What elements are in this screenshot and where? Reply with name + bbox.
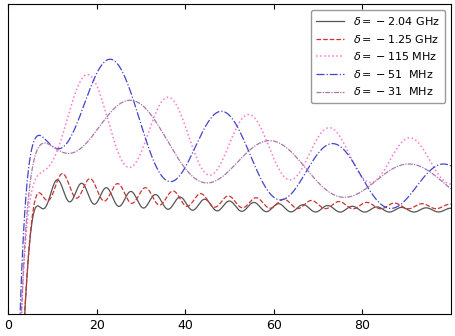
$\delta = -115$ MHz: [85, 73, 90, 77]
$\delta = -31$  MHz: [86, 138, 91, 142]
$\delta = -2.04$ GHz: [86, 194, 91, 198]
$\delta = -51$  MHz: [293, 186, 299, 190]
Line: $\delta = -31$  MHz: $\delta = -31$ MHz: [8, 100, 451, 336]
$\delta = -115$ MHz: [369, 180, 375, 184]
$\delta = -2.04$ GHz: [55, 178, 60, 182]
$\delta = -1.25$ GHz: [369, 203, 375, 207]
$\delta = -1.25$ GHz: [86, 177, 91, 181]
$\delta = -31$  MHz: [369, 182, 375, 186]
$\delta = -31$  MHz: [448, 187, 454, 191]
$\delta = -115$ MHz: [336, 132, 341, 136]
$\delta = -1.25$ GHz: [448, 202, 454, 206]
$\delta = -115$ MHz: [271, 156, 277, 160]
$\delta = -1.25$ GHz: [60, 172, 65, 176]
$\delta = -51$  MHz: [175, 176, 180, 180]
$\delta = -31$  MHz: [271, 139, 277, 143]
$\delta = -51$  MHz: [448, 164, 454, 168]
$\delta = -115$ MHz: [293, 175, 299, 179]
Line: $\delta = -51$  MHz: $\delta = -51$ MHz: [8, 59, 451, 336]
$\delta = -51$  MHz: [86, 91, 91, 95]
$\delta = -51$  MHz: [336, 143, 341, 148]
$\delta = -31$  MHz: [336, 195, 341, 199]
$\delta = -2.04$ GHz: [448, 206, 454, 210]
$\delta = -51$  MHz: [369, 192, 375, 196]
$\delta = -2.04$ GHz: [175, 197, 180, 201]
$\delta = -31$  MHz: [175, 155, 180, 159]
$\delta = -115$ MHz: [175, 104, 180, 109]
$\delta = -115$ MHz: [448, 182, 454, 186]
Line: $\delta = -1.25$ GHz: $\delta = -1.25$ GHz: [8, 174, 451, 336]
Legend: $\delta = -2.04$ GHz, $\delta = -1.25$ GHz, $\delta = -115$ MHz, $\delta = -51$ : $\delta = -2.04$ GHz, $\delta = -1.25$ G…: [311, 10, 445, 103]
$\delta = -2.04$ GHz: [293, 207, 299, 211]
Line: $\delta = -115$ MHz: $\delta = -115$ MHz: [8, 75, 451, 336]
$\delta = -31$  MHz: [293, 155, 299, 159]
$\delta = -2.04$ GHz: [336, 210, 341, 214]
$\delta = -115$ MHz: [86, 73, 91, 77]
$\delta = -1.25$ GHz: [271, 205, 277, 209]
$\delta = -1.25$ GHz: [175, 192, 180, 196]
Line: $\delta = -2.04$ GHz: $\delta = -2.04$ GHz: [8, 180, 451, 336]
$\delta = -31$  MHz: [127, 98, 133, 102]
$\delta = -2.04$ GHz: [369, 207, 375, 211]
$\delta = -51$  MHz: [271, 195, 277, 199]
$\delta = -2.04$ GHz: [271, 204, 277, 208]
$\delta = -1.25$ GHz: [336, 200, 341, 204]
$\delta = -51$  MHz: [107, 57, 113, 61]
$\delta = -1.25$ GHz: [293, 206, 299, 210]
